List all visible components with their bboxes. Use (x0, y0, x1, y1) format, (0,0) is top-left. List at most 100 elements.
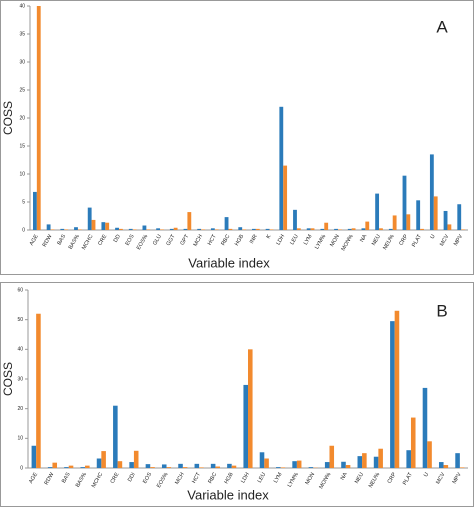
y-tick-label: 0 (22, 227, 25, 233)
bar (68, 465, 74, 468)
x-tick-label: CRP (398, 233, 409, 246)
bar (160, 229, 164, 230)
bar (392, 215, 397, 230)
x-tick-label: EOS (125, 233, 136, 246)
bar (210, 463, 216, 468)
bar (173, 227, 178, 230)
bar (357, 456, 363, 468)
panel-frame (0, 282, 474, 507)
bar (187, 212, 192, 230)
x-tick-label: MCH (174, 472, 185, 486)
x-tick-label: MCV (435, 471, 446, 485)
panel-frame (0, 0, 474, 275)
bar (224, 217, 229, 230)
x-tick-label: NA (340, 471, 349, 481)
bar (422, 387, 428, 468)
bar (388, 228, 393, 230)
y-tick-label: 20 (17, 406, 23, 412)
bar (145, 464, 151, 468)
bar (146, 229, 151, 230)
bar (183, 228, 188, 230)
bar (231, 465, 237, 468)
x-tick-label: U (430, 234, 437, 240)
bar (228, 228, 233, 230)
x-tick-label: RDW (42, 233, 54, 248)
x-tick-label: MPV (453, 233, 464, 247)
bar (324, 222, 329, 230)
bar (115, 227, 119, 230)
x-tick-label: LDH (240, 472, 251, 485)
bar (182, 467, 188, 468)
bar (427, 441, 432, 468)
bar (91, 219, 96, 230)
bar (378, 448, 383, 468)
bar (156, 228, 161, 230)
bar (129, 462, 134, 468)
bar (324, 462, 330, 468)
x-tick-label: GLU (152, 234, 163, 247)
x-tick-label: K (265, 233, 272, 239)
y-tick-label: 25 (19, 87, 25, 93)
panel-label: B (436, 301, 447, 320)
bar (199, 467, 204, 468)
bar (33, 191, 37, 230)
y-tick-label: 5 (22, 199, 25, 205)
x-tick-label: MON% (341, 234, 355, 252)
bar (210, 228, 215, 230)
bar (320, 228, 325, 230)
bar (248, 349, 253, 468)
bar (443, 465, 449, 468)
bar (194, 463, 200, 468)
y-tick-label: 0 (20, 465, 23, 471)
x-tick-label: HGB (234, 233, 245, 247)
x-tick-label: NEU (371, 234, 382, 247)
bar (46, 224, 51, 230)
bar (150, 467, 155, 468)
bar (455, 453, 460, 468)
bar (447, 224, 452, 230)
x-axis-label: Variable index (188, 255, 270, 270)
bar (50, 229, 55, 230)
x-tick-label: NEU% (382, 234, 396, 251)
bar (47, 467, 53, 468)
x-tick-label: NEU% (368, 472, 382, 489)
x-tick-label: DDI (127, 471, 137, 483)
x-tick-label: LYM (273, 471, 284, 484)
bar (457, 204, 462, 230)
bar (243, 384, 248, 468)
y-tick-label: 30 (19, 59, 25, 65)
x-tick-label: GGT (166, 233, 177, 247)
x-tick-label: HGB (224, 471, 235, 485)
y-tick-label: 15 (19, 143, 25, 149)
bar (394, 310, 400, 468)
bar (416, 200, 421, 230)
x-tick-label: NEU (354, 472, 365, 485)
bar (255, 228, 260, 230)
y-axis-label: COSS (1, 101, 15, 135)
y-tick-label: 10 (19, 171, 25, 177)
y-tick-label: 40 (19, 3, 25, 9)
bar (132, 229, 137, 230)
bar (345, 465, 351, 468)
x-tick-label: PLAT (402, 471, 414, 486)
bar (269, 229, 274, 230)
x-tick-label: U (423, 472, 430, 478)
bar (113, 405, 118, 468)
bar (259, 452, 265, 468)
panel-label: A (436, 17, 448, 36)
x-tick-label: INR (249, 234, 259, 245)
bar (329, 445, 335, 468)
bar (347, 228, 352, 230)
bar (420, 228, 424, 230)
bar (410, 417, 416, 468)
bar (178, 463, 183, 468)
x-tick-label: BAS% (75, 472, 88, 489)
bar (310, 228, 315, 230)
x-axis-label: Variable index (187, 487, 269, 502)
bar (459, 467, 465, 468)
x-tick-label: AGE (28, 471, 39, 484)
bar (461, 229, 465, 230)
x-tick-label: LYM% (287, 472, 300, 489)
y-tick-label: 50 (17, 317, 23, 323)
bar (402, 175, 407, 230)
